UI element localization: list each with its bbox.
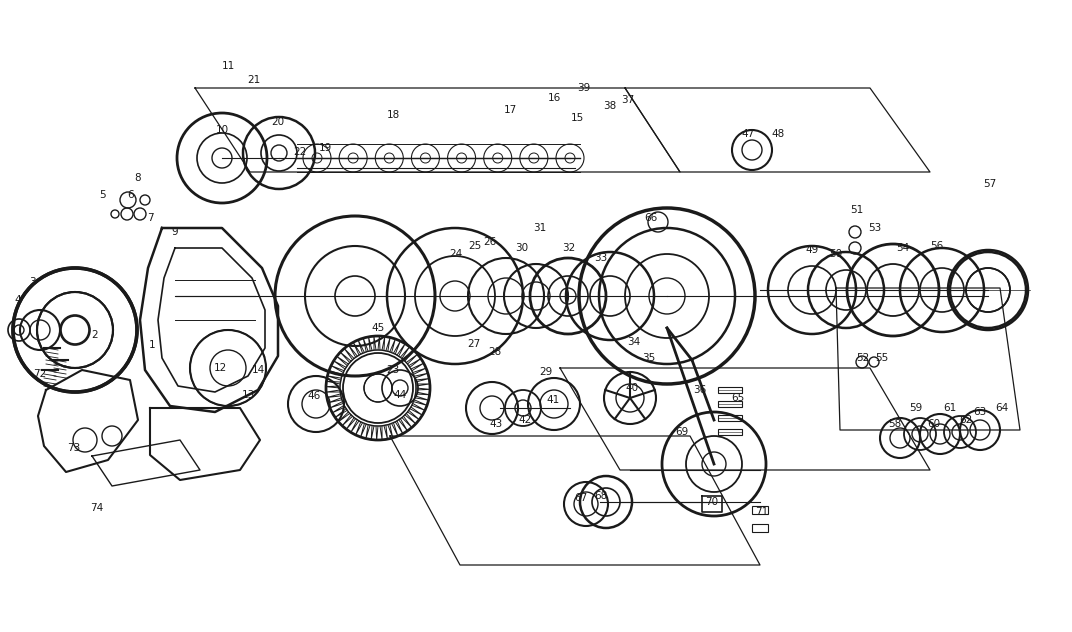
Text: 48: 48 xyxy=(772,129,785,139)
Text: 35: 35 xyxy=(642,353,656,363)
Text: 40: 40 xyxy=(625,383,639,393)
Text: 56: 56 xyxy=(930,241,943,251)
Text: 63: 63 xyxy=(973,407,986,417)
Text: 69: 69 xyxy=(675,427,688,437)
Text: 68: 68 xyxy=(594,491,608,501)
Text: 15: 15 xyxy=(570,113,583,123)
Text: 43: 43 xyxy=(490,419,503,429)
Text: 73: 73 xyxy=(68,443,80,453)
Text: 28: 28 xyxy=(489,347,502,357)
Text: 61: 61 xyxy=(943,403,956,413)
Text: 1: 1 xyxy=(149,340,155,350)
Text: 25: 25 xyxy=(468,241,481,251)
Text: 55: 55 xyxy=(876,353,889,363)
Text: 47: 47 xyxy=(742,129,755,139)
Text: 18: 18 xyxy=(386,110,400,120)
Text: 4: 4 xyxy=(15,295,21,305)
Text: 5: 5 xyxy=(99,190,105,200)
Text: 29: 29 xyxy=(539,367,553,377)
Text: 23: 23 xyxy=(386,365,400,375)
Text: 32: 32 xyxy=(563,243,576,253)
Text: 3: 3 xyxy=(29,277,35,287)
Text: 10: 10 xyxy=(215,125,228,135)
Text: 42: 42 xyxy=(519,415,532,425)
Text: 20: 20 xyxy=(271,117,284,127)
Text: 14: 14 xyxy=(251,365,265,375)
Text: 2: 2 xyxy=(92,330,99,340)
Text: 16: 16 xyxy=(548,93,561,103)
Bar xyxy=(718,429,742,435)
Text: 72: 72 xyxy=(33,369,46,379)
Text: 44: 44 xyxy=(393,390,406,400)
Text: 8: 8 xyxy=(135,173,142,183)
Text: 34: 34 xyxy=(627,337,641,347)
Bar xyxy=(718,387,742,393)
Text: 19: 19 xyxy=(318,143,331,153)
Text: 66: 66 xyxy=(644,213,657,223)
Text: 59: 59 xyxy=(909,403,923,413)
Text: 37: 37 xyxy=(622,95,635,105)
Text: 36: 36 xyxy=(694,385,706,395)
Text: 11: 11 xyxy=(222,61,235,71)
Text: 51: 51 xyxy=(850,205,864,215)
Bar xyxy=(751,524,768,532)
Text: 17: 17 xyxy=(504,105,517,115)
Text: 26: 26 xyxy=(483,237,496,247)
Text: 49: 49 xyxy=(805,245,819,255)
Text: 54: 54 xyxy=(896,243,910,253)
Text: 60: 60 xyxy=(927,419,940,429)
Text: 64: 64 xyxy=(996,403,1009,413)
Text: 52: 52 xyxy=(857,353,869,363)
Bar xyxy=(718,401,742,407)
Text: 39: 39 xyxy=(578,83,591,93)
Text: 45: 45 xyxy=(371,323,385,333)
Text: 31: 31 xyxy=(534,223,547,233)
Text: 33: 33 xyxy=(594,253,608,263)
Text: 65: 65 xyxy=(731,393,745,403)
Text: 57: 57 xyxy=(983,179,997,189)
Text: 12: 12 xyxy=(213,363,226,373)
Text: 41: 41 xyxy=(547,395,560,405)
Text: 71: 71 xyxy=(756,507,769,517)
Text: 70: 70 xyxy=(705,497,718,507)
Text: 13: 13 xyxy=(241,390,255,400)
Text: 21: 21 xyxy=(248,75,260,85)
Text: 7: 7 xyxy=(147,213,153,223)
Text: 58: 58 xyxy=(889,419,902,429)
Text: 62: 62 xyxy=(959,415,972,425)
Text: 22: 22 xyxy=(294,147,307,157)
Text: 30: 30 xyxy=(516,243,528,253)
Bar xyxy=(718,415,742,421)
Text: 9: 9 xyxy=(172,227,178,237)
Text: 53: 53 xyxy=(868,223,881,233)
Text: 67: 67 xyxy=(575,493,587,503)
Text: 50: 50 xyxy=(830,249,843,259)
Text: 6: 6 xyxy=(128,190,134,200)
Bar xyxy=(751,506,768,514)
Text: 46: 46 xyxy=(308,391,321,401)
Text: 24: 24 xyxy=(449,249,463,259)
Text: 38: 38 xyxy=(604,101,616,111)
Text: 27: 27 xyxy=(467,339,480,349)
Text: 74: 74 xyxy=(90,503,104,513)
